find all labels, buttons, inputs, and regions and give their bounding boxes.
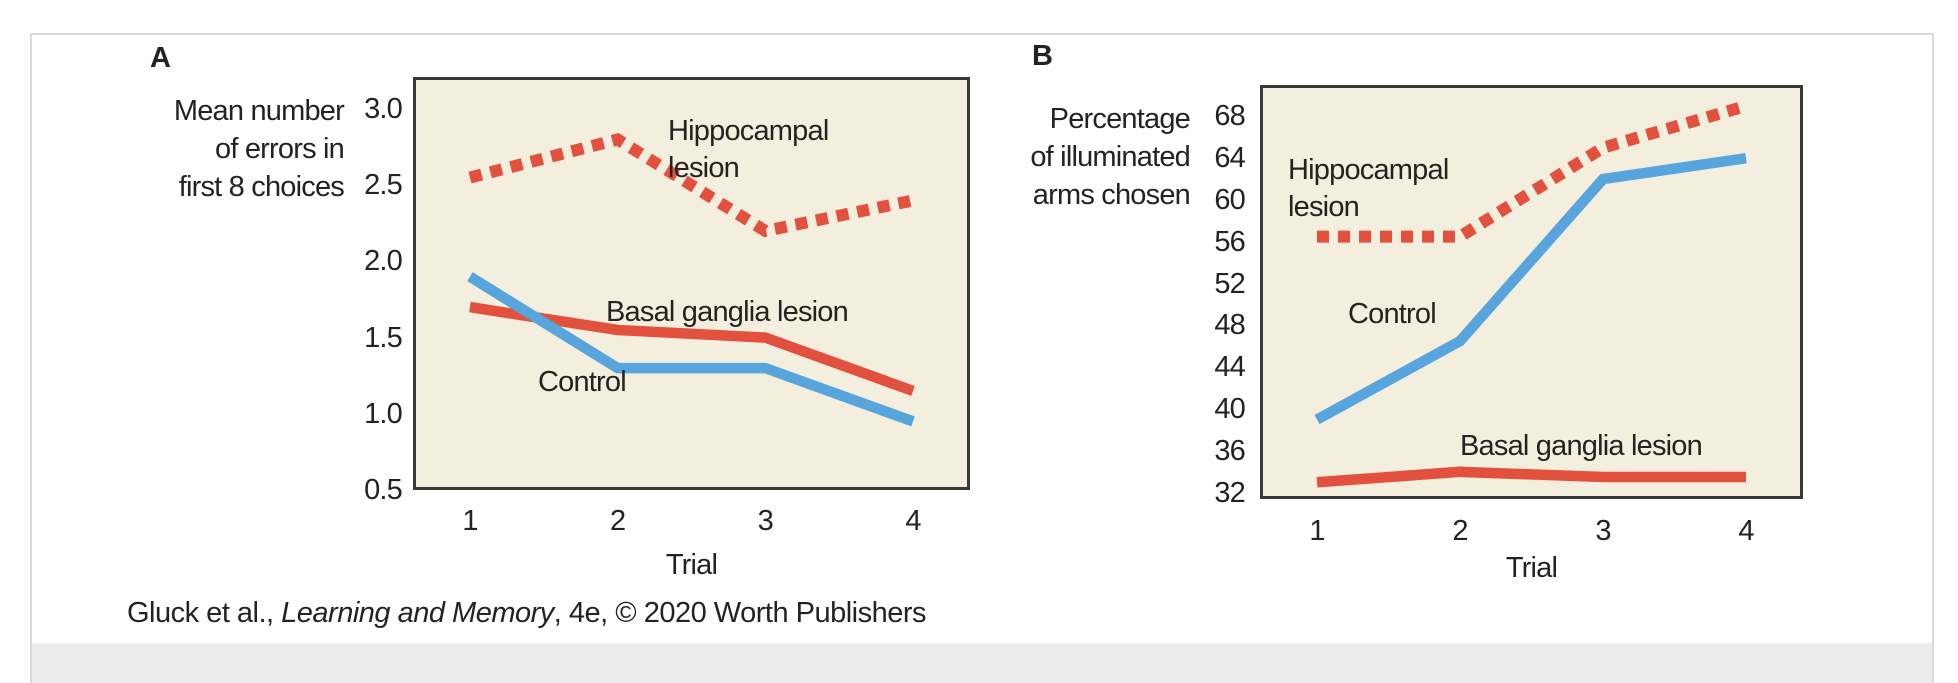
- bottom-gray-strip: [32, 643, 1932, 683]
- series-line-basal-ganglia-lesion: [1316, 466, 1746, 488]
- y-tick-label: 32: [1214, 476, 1245, 509]
- panel-a-label-hippocampal-lesion: Hippocampal lesion: [668, 115, 829, 184]
- panel-b-label-hippocampal-lesion: Hippocampal lesion: [1288, 154, 1449, 223]
- y-tick-label: 64: [1214, 142, 1245, 175]
- panel-a-y-axis-title-line1: Mean number: [173, 95, 345, 127]
- panel-b-label-basal-ganglia-lesion: Basal ganglia lesion: [1460, 430, 1703, 462]
- x-tick-label: 2: [609, 505, 626, 537]
- x-tick-label: 1: [462, 505, 478, 537]
- x-tick-label: 4: [1738, 515, 1754, 547]
- panel-b-letter: B: [1032, 40, 1053, 72]
- panel-b-y-axis-title-line2: of illuminated: [1030, 141, 1190, 173]
- series-line-hippocampal-lesion: [1317, 100, 1748, 243]
- y-tick-label: 0.5: [364, 474, 403, 506]
- plot-frame: [413, 77, 970, 490]
- series-line-hippocampal-lesion: [468, 133, 915, 238]
- x-tick-label: 4: [905, 505, 921, 537]
- panel-a-label-control: Control: [538, 366, 627, 398]
- y-tick-label: 60: [1214, 184, 1245, 216]
- series-line-control: [1314, 152, 1747, 425]
- panel-a-plot-area: [413, 77, 970, 490]
- y-tick-label: 48: [1214, 309, 1245, 342]
- panel-a-x-axis-title: Trial: [665, 549, 718, 581]
- panel-b-x-axis-title: Trial: [1505, 552, 1558, 584]
- y-tick-label: 68: [1214, 100, 1245, 133]
- y-tick-label: 40: [1214, 393, 1245, 426]
- x-tick-label: 1: [1309, 515, 1325, 547]
- x-tick-label: 3: [1595, 515, 1611, 547]
- y-tick-label: 36: [1214, 434, 1245, 467]
- x-tick-label: 3: [757, 505, 774, 537]
- y-tick-label: 56: [1214, 225, 1245, 258]
- y-tick-label: 52: [1214, 267, 1245, 300]
- plot-frame: [1260, 85, 1803, 499]
- panel-a-y-axis-title-line3: first 8 choices: [178, 171, 345, 203]
- series-line-control: [467, 272, 915, 427]
- y-tick-label: 44: [1214, 351, 1245, 384]
- panel-b-label-control: Control: [1348, 298, 1437, 330]
- panel-a-label-basal-ganglia-lesion: Basal ganglia lesion: [606, 296, 849, 328]
- caption-book-title: Learning and Memory: [281, 597, 554, 629]
- panel-b-y-axis-title-line3: arms chosen: [1032, 179, 1191, 211]
- caption-authors: Gluck et al.,: [127, 597, 282, 629]
- panel-a-letter: A: [150, 42, 171, 74]
- y-tick-label: 3.0: [364, 93, 403, 125]
- y-tick-label: 2.5: [364, 169, 403, 202]
- y-tick-label: 1.5: [364, 321, 403, 354]
- panel-b-y-axis-title: Percentage of illuminated arms chosen: [934, 100, 1190, 214]
- figure-caption: Gluck et al., Learning and Memory, 4e, ©…: [127, 597, 927, 630]
- y-tick-label: 1.0: [364, 397, 403, 430]
- y-tick-label: 2.0: [364, 245, 403, 278]
- x-tick-label: 2: [1452, 515, 1468, 547]
- caption-edition-publisher: , 4e, © 2020 Worth Publishers: [553, 597, 927, 629]
- panel-a-y-axis-title-line2: of errors in: [215, 133, 345, 165]
- panel-b-y-axis-title-line1: Percentage: [1049, 103, 1191, 135]
- panel-a-y-axis-title: Mean number of errors in first 8 choices: [88, 92, 345, 206]
- panel-b-plot-area: [1260, 85, 1803, 499]
